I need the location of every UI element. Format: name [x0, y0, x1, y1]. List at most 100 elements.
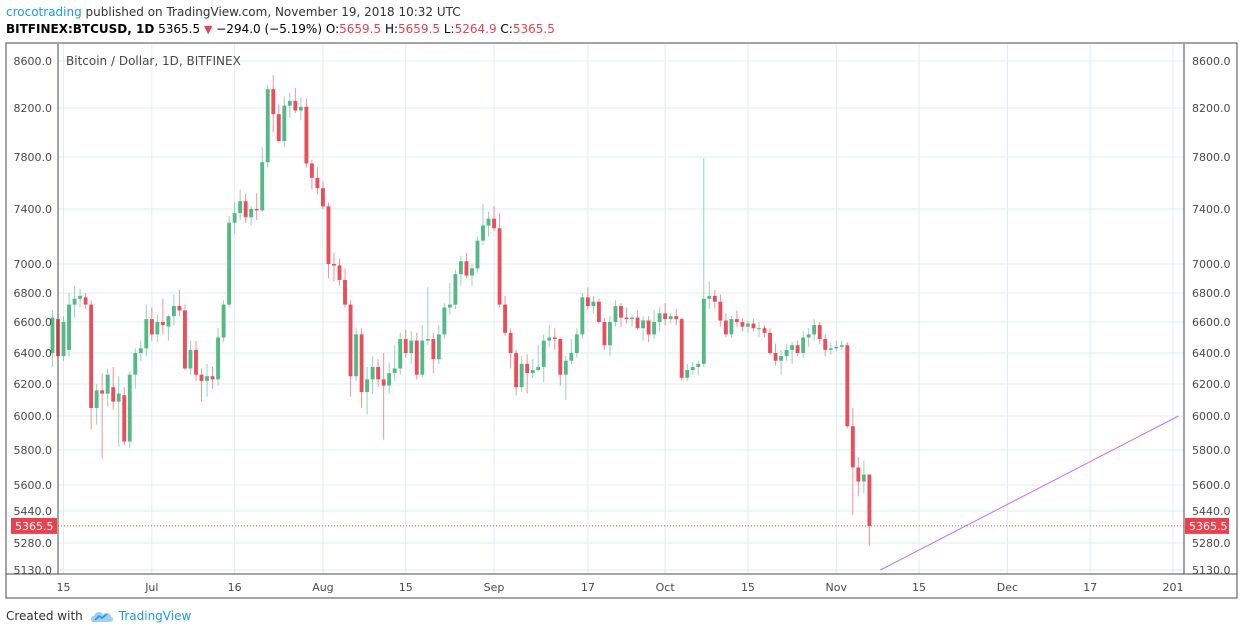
trendline[interactable]: [880, 415, 1179, 571]
candle-body: [784, 349, 789, 357]
candle-body: [746, 323, 750, 327]
footer: Created with TradingView: [6, 608, 191, 624]
candle: [227, 215, 232, 308]
y-tick-label-left: 8600.0: [14, 55, 53, 68]
candle-body: [155, 322, 160, 335]
tradingview-logo-icon: [90, 612, 113, 622]
x-tick-label: Jul: [144, 581, 158, 594]
candle: [458, 255, 463, 286]
y-tick-label-right: 6800.0: [1192, 287, 1231, 300]
candle-body: [420, 340, 425, 375]
x-tick-label: 15: [741, 581, 755, 594]
x-tick-label: Nov: [826, 581, 848, 594]
candle-body: [823, 339, 828, 350]
candle-body: [541, 340, 546, 367]
y-tick-label-left: 6400.0: [14, 347, 53, 360]
candle-body: [414, 340, 419, 375]
candle-body: [690, 366, 695, 371]
candle-body: [624, 317, 629, 320]
candle: [343, 268, 347, 308]
candle: [668, 313, 673, 324]
candle: [861, 460, 866, 494]
y-tick-label-left: 5800.0: [14, 444, 53, 457]
candle-body: [61, 322, 66, 357]
candle: [657, 307, 662, 332]
candle: [210, 366, 215, 389]
candle: [707, 281, 712, 309]
candle-body: [337, 265, 342, 280]
candle-body: [111, 387, 116, 402]
axes: 8600.0 8600.0 8200.0 8200.0 7800.0 7800.0 7400…: [6, 44, 1237, 594]
candle-body: [409, 340, 414, 353]
y-tick-label-left: 5130.0: [14, 564, 53, 577]
candle: [414, 332, 419, 380]
candle: [585, 287, 590, 311]
candle: [806, 328, 811, 347]
candle-body: [332, 264, 336, 266]
candle: [497, 213, 502, 308]
candle-body: [298, 106, 303, 111]
candle: [580, 293, 585, 340]
candle: [420, 325, 425, 378]
x-tick-label: 15: [912, 581, 926, 594]
candle: [817, 322, 822, 344]
candle-body: [238, 201, 243, 214]
candle-body: [608, 322, 612, 346]
candle: [845, 342, 850, 428]
candle: [149, 307, 154, 341]
candle-body: [569, 353, 574, 361]
candle-body: [828, 348, 833, 350]
candle-body: [536, 366, 541, 371]
y-tick-label-right: 5130.0: [1192, 564, 1231, 577]
candle: [674, 308, 679, 326]
chart-title: Bitcoin / Dollar, 1D, BITFINEX: [66, 54, 241, 68]
candle-body: [475, 240, 480, 269]
candle: [243, 193, 248, 223]
candle-body: [149, 319, 154, 335]
candle: [354, 328, 358, 381]
candle: [381, 353, 386, 440]
candle-body: [641, 320, 646, 329]
candle: [315, 167, 320, 195]
y-tick-label-left: 6200.0: [14, 378, 53, 391]
candle-body: [602, 322, 607, 346]
y-tick-label-left: 6800.0: [14, 287, 53, 300]
candle: [723, 313, 728, 338]
candle: [238, 189, 243, 220]
candle: [795, 340, 800, 357]
candle-body: [194, 349, 198, 375]
price-chart[interactable]: 5365.5 5365.5 8600.0 8600.0 8200.0 8200.0 780…: [0, 0, 1243, 600]
candle: [205, 363, 209, 397]
candle: [718, 294, 723, 327]
candle-body: [630, 317, 634, 320]
author-link[interactable]: crocotrading: [6, 5, 82, 19]
candle-body: [370, 366, 375, 380]
candle-body: [398, 339, 403, 369]
candle-body: [850, 426, 855, 468]
candle-body: [861, 474, 866, 482]
candle-body: [276, 114, 281, 142]
candle-body: [563, 360, 568, 375]
candle-body: [83, 297, 88, 305]
close-value: 5365.5: [512, 22, 555, 36]
candle-body: [558, 339, 563, 375]
candle-body: [100, 390, 105, 394]
candle-body: [177, 306, 182, 311]
low-label: L:: [443, 22, 455, 36]
candle: [812, 319, 817, 341]
candle: [276, 104, 281, 143]
candle-body: [304, 106, 309, 164]
grid-lines: [58, 44, 1184, 574]
candle-body: [431, 339, 436, 360]
candle: [801, 331, 806, 358]
y-tick-label-left: 6000.0: [14, 410, 53, 423]
candle: [116, 376, 121, 447]
candle: [144, 304, 149, 357]
candle: [298, 97, 303, 121]
tradingview-link[interactable]: TradingView: [89, 608, 191, 624]
candle: [574, 328, 579, 358]
candle: [834, 340, 839, 352]
y-tick-label-right: 5280.0: [1192, 537, 1231, 550]
candle: [271, 75, 276, 133]
candle: [569, 339, 574, 364]
